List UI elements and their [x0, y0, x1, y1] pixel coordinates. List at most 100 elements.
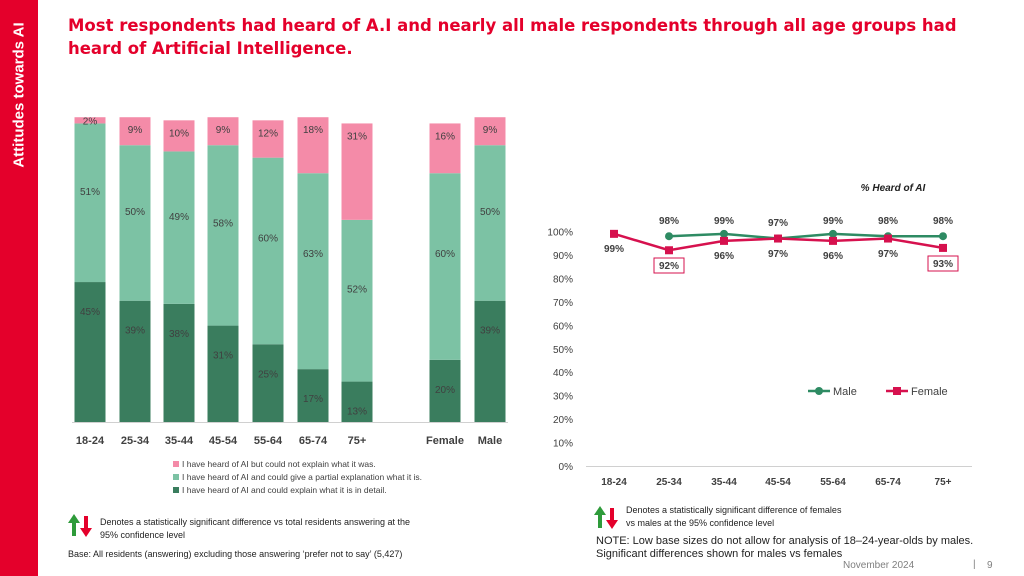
- bar-legend-label: I have heard of AI and could give a part…: [182, 472, 422, 482]
- bar-segment: [474, 300, 506, 422]
- low-base-note: NOTE: Low base sizes do not allow for an…: [596, 535, 974, 560]
- bar-value-label: 9%: [216, 125, 231, 136]
- line-y-tick-label: 10%: [553, 439, 573, 450]
- bar-value-label: 20%: [435, 385, 455, 396]
- female-point: [610, 229, 618, 238]
- bar-value-label: 50%: [125, 207, 145, 218]
- bar-segment: [297, 117, 329, 174]
- page-number: 9: [987, 560, 993, 571]
- line-y-tick-label: 60%: [553, 321, 573, 332]
- line-x-tick-label: 45-54: [765, 477, 791, 488]
- significance-box: [653, 257, 685, 274]
- bar-category-label: Male: [478, 435, 502, 447]
- line-x-tick-label: 25-34: [656, 477, 682, 488]
- significance-arrows-icon: [68, 514, 92, 537]
- bar-value-label: 2%: [83, 116, 98, 127]
- bar-value-label: 63%: [303, 249, 323, 260]
- bar-segment: [341, 219, 373, 382]
- female-point: [720, 236, 728, 245]
- female-point: [774, 234, 782, 243]
- line-x-tick-label: 65-74: [875, 477, 901, 488]
- bar-segment: [297, 173, 329, 370]
- bar-value-label: 60%: [258, 234, 278, 245]
- bar-value-label: 9%: [128, 125, 143, 136]
- line-value-label: 99%: [604, 244, 624, 255]
- base-note: Base: All residents (answering) excludin…: [68, 549, 403, 559]
- male-point: [665, 232, 673, 241]
- bar-value-label: 31%: [347, 131, 367, 142]
- bar-value-label: 49%: [169, 212, 189, 223]
- line-y-tick-label: 0%: [559, 462, 574, 473]
- bar-segment: [207, 117, 239, 146]
- bar-segment: [297, 369, 329, 422]
- bar-value-label: 38%: [169, 329, 189, 340]
- line-x-tick-label: 55-64: [820, 477, 846, 488]
- bar-value-label: 10%: [169, 128, 189, 139]
- bar-value-label: 17%: [303, 394, 323, 405]
- bar-value-label: 52%: [347, 285, 367, 296]
- bar-segment: [163, 120, 195, 152]
- bar-value-label: 9%: [483, 125, 498, 136]
- significance-note-gender: Denotes a statistically significant diff…: [626, 505, 842, 528]
- bar-segment: [474, 145, 506, 301]
- bar-segment: [429, 359, 461, 422]
- line-value-label: 97%: [768, 218, 788, 229]
- bar-segment: [429, 173, 461, 360]
- bar-segment: [207, 145, 239, 326]
- legend-swatch: [173, 461, 179, 467]
- bar-segment: [341, 123, 373, 220]
- bar-category-label: 35-44: [165, 435, 194, 447]
- page-title: Most respondents had heard of A.I and ne…: [68, 16, 957, 58]
- bar-value-label: 12%: [258, 128, 278, 139]
- bar-segment: [252, 344, 284, 422]
- bar-segment: [163, 303, 195, 422]
- gender-significance-arrows-icon: [594, 506, 618, 529]
- bar-segment: [119, 117, 151, 146]
- male-point: [939, 232, 947, 241]
- line-y-tick-label: 40%: [553, 368, 573, 379]
- female-point: [665, 246, 673, 255]
- male-point: [829, 229, 837, 238]
- bar-value-label: 13%: [347, 407, 367, 418]
- bar-segment: [119, 145, 151, 301]
- line-y-tick-label: 30%: [553, 392, 573, 403]
- line-value-label: 96%: [714, 251, 734, 262]
- legend-swatch: [173, 487, 179, 493]
- bar-segment: [163, 151, 195, 304]
- bar-segment: [252, 120, 284, 158]
- bar-segment: [474, 117, 506, 146]
- bar-legend-label: I have heard of AI but could not explain…: [182, 459, 376, 469]
- bar-segment: [252, 157, 284, 345]
- line-value-label: 93%: [933, 259, 953, 270]
- male-point: [720, 229, 728, 238]
- bar-value-label: 39%: [125, 326, 145, 337]
- bar-value-label: 58%: [213, 218, 233, 229]
- bar-segment: [74, 117, 106, 124]
- side-band: Attitudes towards AI: [0, 0, 38, 576]
- line-value-label: 92%: [659, 261, 679, 272]
- line-series-male: [668, 232, 943, 240]
- line-legend-label: Female: [911, 386, 948, 398]
- bar-value-label: 60%: [435, 249, 455, 260]
- legend-marker-female: [893, 387, 901, 395]
- line-value-label: 98%: [878, 216, 898, 227]
- line-x-tick-label: 18-24: [601, 477, 627, 488]
- bar-value-label: 45%: [80, 307, 100, 318]
- bar-segment: [207, 325, 239, 422]
- line-y-tick-label: 20%: [553, 415, 573, 426]
- bar-segment: [74, 123, 106, 283]
- bar-category-label: Female: [426, 435, 464, 447]
- bar-value-label: 39%: [480, 326, 500, 337]
- footer-date: November 2024: [843, 560, 915, 571]
- line-y-tick-label: 80%: [553, 274, 573, 285]
- line-value-label: 96%: [823, 251, 843, 262]
- line-value-label: 98%: [933, 216, 953, 227]
- line-value-label: 97%: [878, 249, 898, 260]
- line-x-tick-label: 35-44: [711, 477, 737, 488]
- bar-category-label: 55-64: [254, 435, 283, 447]
- bar-value-label: 16%: [435, 131, 455, 142]
- line-value-label: 98%: [659, 216, 679, 227]
- female-point: [939, 243, 947, 252]
- bar-category-label: 18-24: [76, 435, 105, 447]
